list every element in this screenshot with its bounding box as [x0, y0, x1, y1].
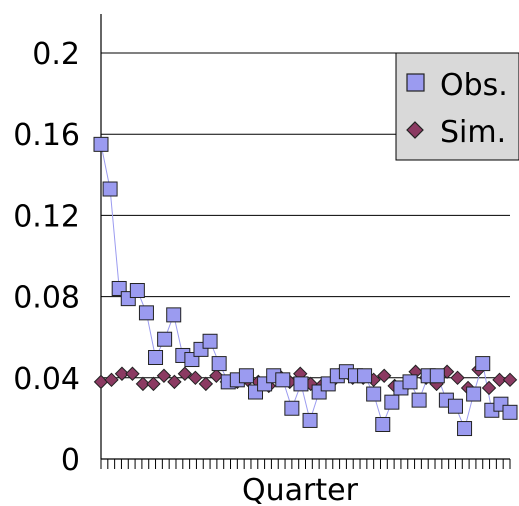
- obs-point: [457, 421, 473, 437]
- obs-series-line: [100, 144, 511, 431]
- obs-point: [211, 356, 227, 372]
- legend-sim-label: Sim.: [440, 115, 506, 150]
- obs-point: [138, 305, 154, 321]
- obs-point: [202, 333, 218, 349]
- sim-point: [156, 368, 172, 383]
- obs-point: [429, 368, 445, 384]
- obs-point: [402, 374, 418, 390]
- legend-box: [395, 52, 519, 161]
- y-tick-label: 0.04: [13, 362, 80, 397]
- sim-point: [167, 374, 182, 390]
- y-tick-label: 0: [61, 443, 80, 478]
- x-ticks: [100, 459, 511, 469]
- series-marks: [93, 136, 518, 437]
- obs-point: [102, 181, 118, 197]
- sim-point: [188, 370, 203, 386]
- obs-point: [93, 136, 109, 152]
- obs-point: [357, 368, 373, 384]
- obs-point: [238, 368, 254, 384]
- y-tick-label: 0.12: [13, 199, 80, 234]
- obs-point: [502, 404, 518, 420]
- sim-point: [135, 376, 151, 392]
- sim-point: [125, 366, 140, 381]
- y-tick-label: 0.2: [32, 37, 80, 72]
- obs-point: [447, 398, 463, 414]
- obs-point: [157, 331, 173, 347]
- obs-point: [129, 283, 145, 299]
- sim-point: [104, 372, 119, 388]
- obs-point: [148, 350, 164, 365]
- sim-point: [492, 372, 507, 388]
- obs-point: [166, 307, 182, 323]
- sim-point: [376, 368, 392, 383]
- obs-point: [302, 412, 318, 428]
- sim-point: [502, 372, 518, 388]
- obs-point: [375, 416, 391, 432]
- legend-obs-marker: [406, 73, 425, 92]
- obs-point: [466, 386, 482, 402]
- y-tick-label: 0.08: [13, 281, 80, 316]
- sim-point: [114, 366, 130, 381]
- sim-point: [146, 376, 161, 392]
- sim-point: [450, 370, 465, 386]
- y-tick-labels: 0 0.04 0.08 0.12 0.16 0.2: [13, 37, 80, 478]
- legend: Obs. Sim.: [395, 52, 519, 161]
- sim-point: [198, 376, 214, 392]
- legend-obs-label: Obs.: [440, 68, 508, 103]
- sim-point: [177, 366, 193, 381]
- obs-point: [284, 400, 300, 416]
- obs-point: [275, 372, 291, 388]
- x-axis-title: Quarter: [242, 473, 359, 506]
- obs-point: [411, 392, 427, 408]
- obs-point: [366, 386, 382, 402]
- sim-point: [209, 368, 224, 383]
- legend-sim-marker: [406, 121, 424, 139]
- y-tick-label: 0.16: [13, 118, 80, 153]
- obs-point: [384, 394, 400, 410]
- obs-point: [293, 376, 309, 392]
- sim-point: [481, 380, 497, 396]
- obs-point: [475, 356, 491, 372]
